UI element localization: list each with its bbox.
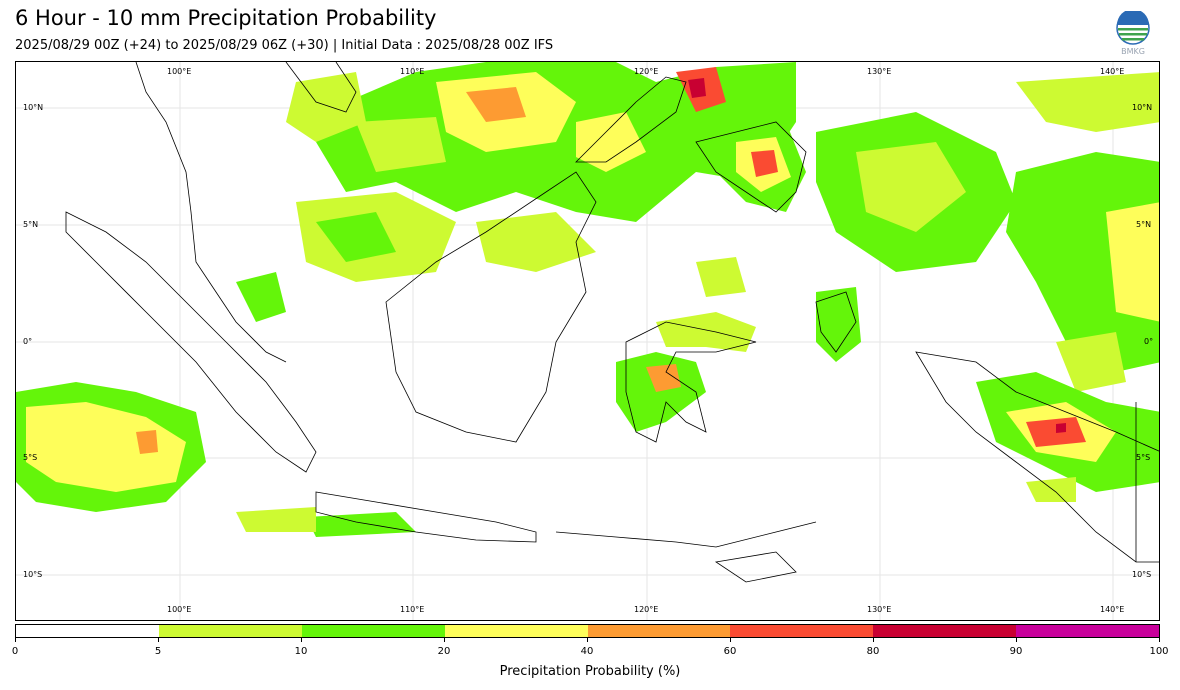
lon-label-bottom: 100°E [167,605,192,614]
lon-label-bottom: 130°E [867,605,892,614]
lat-label-right: 5°S [1136,453,1151,462]
lon-label-top: 110°E [400,67,425,76]
colorbar-tick-mark [1159,638,1160,642]
lon-label-bottom: 120°E [634,605,659,614]
colorbar-label: Precipitation Probability (%) [499,664,681,679]
colorbar-tick-mark [1016,638,1017,642]
lat-label-left: 10°N [23,103,44,112]
colorbar-tick: 20 [437,646,451,657]
lat-label-left: 0° [23,337,33,346]
colorbar-segment [730,625,874,637]
colorbar-tick-mark [730,638,731,642]
lon-label-top: 120°E [634,67,659,76]
colorbar-segment [158,625,302,637]
colorbar-tick: 0 [11,646,19,657]
colorbar-segment [1016,625,1159,637]
map-canvas [16,62,1159,620]
colorbar-tick: 90 [1009,646,1023,657]
colorbar-tick: 80 [866,646,880,657]
colorbar-tick: 100 [1149,646,1169,657]
map-title: 6 Hour - 10 mm Precipitation Probability [15,6,437,30]
colorbar-tick: 10 [294,646,308,657]
lat-label-left: 5°S [23,453,38,462]
colorbar-segment [16,625,159,637]
colorbar-tick: 60 [723,646,737,657]
lat-label-left: 10°S [23,570,43,579]
lon-label-top: 130°E [867,67,892,76]
map-subtitle: 2025/08/29 00Z (+24) to 2025/08/29 06Z (… [15,38,554,53]
colorbar-segment [444,625,588,637]
colorbar-segment [873,625,1017,637]
bmkg-logo: BMKG [1114,9,1152,56]
colorbar-tick: 5 [154,646,162,657]
lon-label-top: 140°E [1100,67,1125,76]
colorbar-tick-mark [873,638,874,642]
lat-label-right: 10°S [1132,570,1152,579]
lat-label-right: 0° [1144,337,1154,346]
lon-label-bottom: 110°E [400,605,425,614]
colorbar-tick: 40 [580,646,594,657]
lat-label-left: 5°N [23,220,39,229]
precipitation-map: 100°E 110°E 120°E 130°E 140°E 100°E 110°… [15,61,1160,621]
lat-label-right: 5°N [1136,220,1152,229]
colorbar-tick-mark [301,638,302,642]
coastlines [65,62,1159,583]
colorbar-tick-mark [15,638,16,642]
precip-field [16,62,1159,537]
lon-label-bottom: 140°E [1100,605,1125,614]
lat-label-right: 10°N [1132,103,1153,112]
colorbar-tick-mark [587,638,588,642]
colorbar-tick-mark [444,638,445,642]
colorbar-tick-mark [158,638,159,642]
colorbar-segment [587,625,731,637]
colorbar [15,624,1160,638]
lon-label-top: 100°E [167,67,192,76]
logo-text: BMKG [1121,47,1145,55]
colorbar-segment [301,625,445,637]
